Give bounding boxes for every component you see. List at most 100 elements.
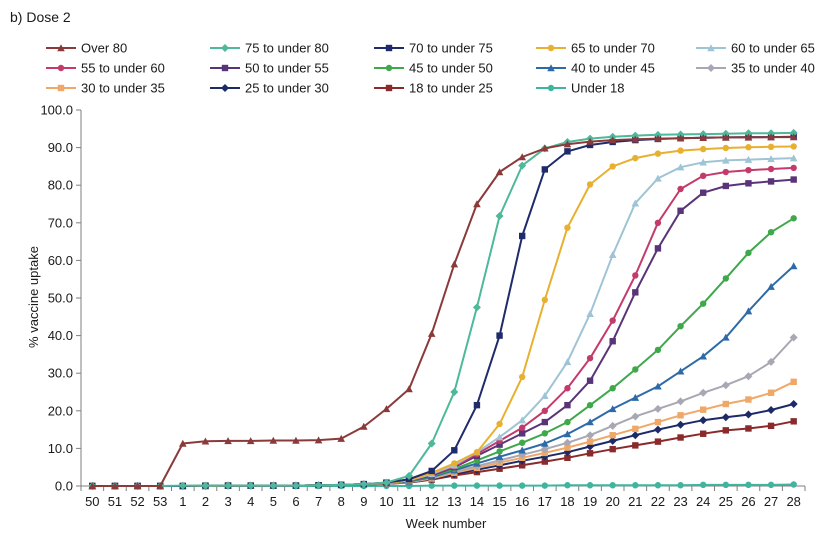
- data-point: [201, 437, 210, 445]
- data-point: [359, 480, 368, 489]
- data-point: [653, 425, 662, 434]
- x-tick-label: 16: [515, 494, 529, 509]
- chart-title: b) Dose 2: [10, 9, 71, 25]
- data-point: [88, 482, 97, 490]
- data-point: [586, 431, 595, 440]
- legend-item: 25 to under 30: [210, 81, 329, 96]
- data-point: [541, 430, 549, 437]
- data-point: [564, 418, 571, 426]
- plot-series: [88, 128, 798, 490]
- data-point: [654, 346, 662, 354]
- legend-marker: [57, 44, 65, 52]
- y-tick-label: 40.0: [48, 328, 73, 343]
- legend-marker: [385, 44, 393, 52]
- data-point: [744, 410, 753, 419]
- data-point: [609, 338, 616, 345]
- data-point: [676, 134, 685, 142]
- data-point: [564, 148, 571, 155]
- data-point: [564, 444, 571, 451]
- data-point: [541, 439, 549, 447]
- legend-item: 50 to under 55: [210, 61, 329, 76]
- data-point: [609, 317, 616, 324]
- legend-item: 30 to under 35: [46, 81, 165, 96]
- series-line: [92, 217, 795, 487]
- data-point: [722, 427, 730, 434]
- data-point: [518, 462, 526, 469]
- data-point: [450, 388, 459, 396]
- data-point: [744, 129, 753, 138]
- x-tick-label: 20: [605, 494, 619, 509]
- series-45-to-under-50: [89, 215, 797, 490]
- legend-marker: [57, 84, 65, 92]
- data-point: [495, 433, 504, 441]
- x-tick-label: 24: [696, 494, 710, 509]
- data-point: [473, 200, 481, 208]
- data-point: [767, 282, 775, 290]
- data-point: [428, 467, 435, 475]
- y-tick-label: 90.0: [48, 140, 73, 155]
- y-tick-label: 80.0: [48, 178, 73, 193]
- data-point: [790, 176, 797, 183]
- data-point: [722, 400, 730, 408]
- x-tick-label: 19: [583, 494, 597, 509]
- series-18-to-under-25: [89, 418, 797, 490]
- data-point: [586, 450, 594, 457]
- x-tick-label: 8: [338, 494, 345, 509]
- legend-item: 75 to under 80: [210, 41, 329, 56]
- data-point: [767, 389, 775, 396]
- legend-marker: [57, 64, 65, 72]
- data-point: [451, 447, 458, 454]
- data-point: [337, 434, 345, 442]
- data-point: [631, 135, 640, 143]
- data-point: [699, 430, 707, 437]
- data-point: [744, 307, 753, 315]
- data-point: [518, 439, 526, 446]
- data-point: [699, 481, 707, 489]
- legend-item: Over 80: [46, 41, 127, 56]
- data-point: [631, 431, 640, 440]
- x-tick-label: 52: [130, 494, 144, 509]
- data-point: [608, 136, 617, 144]
- data-point: [631, 393, 640, 401]
- series-line: [92, 145, 794, 487]
- legend: Over 80 75 to under 80 70 to under 75 65 to…: [46, 41, 815, 96]
- data-point: [541, 418, 549, 426]
- data-point: [224, 437, 232, 445]
- legend-item: 18 to under 25: [374, 81, 493, 96]
- data-point: [790, 215, 797, 222]
- data-point: [473, 482, 481, 489]
- data-point: [745, 144, 752, 151]
- x-tick-label: 6: [292, 494, 299, 509]
- data-point: [744, 133, 753, 141]
- data-point: [518, 161, 527, 170]
- data-point: [314, 436, 323, 444]
- legend-item: 55 to under 60: [46, 61, 165, 76]
- x-tick-label: 15: [492, 494, 506, 509]
- data-point: [699, 352, 707, 360]
- data-point: [246, 481, 255, 490]
- x-axis: 50 51 52 53 1 2 3 4 5 6 7 8 9 10 11 12 13 14 15 16 17 18 19 20 2…: [80, 485, 806, 509]
- data-point: [790, 164, 797, 172]
- data-point: [564, 385, 571, 392]
- data-point: [767, 143, 775, 151]
- legend-item: 40 to under 45: [536, 61, 655, 76]
- legend-item: 65 to under 70: [536, 41, 655, 56]
- data-point: [609, 432, 616, 439]
- y-axis-label: % vaccine uptake: [26, 246, 41, 348]
- data-point: [608, 421, 617, 430]
- y-tick-label: 20.0: [48, 403, 73, 418]
- y-tick-label: 0.0: [55, 479, 73, 494]
- data-point: [654, 382, 662, 390]
- legend-label: 55 to under 60: [81, 61, 165, 76]
- data-point: [677, 434, 684, 441]
- legend-item: 45 to under 50: [374, 61, 493, 76]
- data-point: [518, 446, 526, 454]
- x-tick-label: 51: [108, 494, 122, 509]
- data-point: [133, 482, 142, 490]
- data-point: [699, 134, 707, 142]
- data-point: [518, 153, 526, 161]
- x-tick-label: 28: [786, 494, 800, 509]
- data-point: [178, 481, 187, 490]
- legend-label: 30 to under 35: [81, 81, 165, 96]
- x-tick-label: 4: [247, 494, 254, 509]
